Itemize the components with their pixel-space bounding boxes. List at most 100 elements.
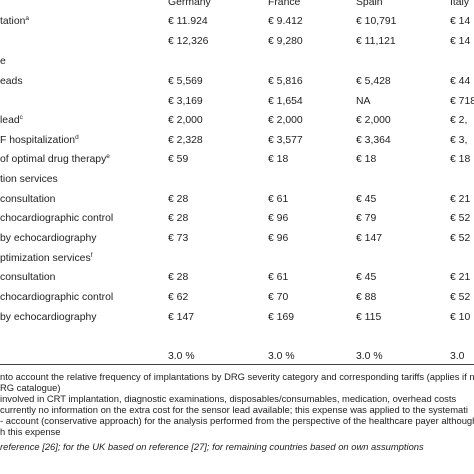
table-cell: € 3,364 <box>356 135 391 146</box>
table-row: € 3,169 € 1,654 NA € 718 <box>0 92 474 112</box>
table-cell: € 45 <box>356 272 377 283</box>
table-cell: € 61 <box>268 194 289 205</box>
table-cell: € 62 <box>168 292 189 303</box>
header-germany: Germany <box>168 0 211 8</box>
table-cell: € 28 <box>168 272 189 283</box>
row-label: tationa <box>0 15 30 27</box>
table-cell: € 96 <box>268 213 289 224</box>
table-cell: € 96 <box>268 233 289 244</box>
row-label: by echocardiography <box>0 233 97 244</box>
footnote-line: RG catalogue) <box>0 382 61 393</box>
table-cell: € 59 <box>168 154 189 165</box>
table-row: e <box>0 52 474 72</box>
table-cell: € 10,791 <box>356 16 397 27</box>
header-italy: Italy <box>450 0 470 8</box>
table-cell: € 147 <box>168 312 195 323</box>
table-cell: € 21 <box>450 272 471 283</box>
table-cell: € 5,816 <box>268 76 303 87</box>
table-cell: € 10 <box>450 312 471 323</box>
table-cell: € 70 <box>268 292 289 303</box>
table-row: chocardiographic control € 62 € 70 € 88 € 52 <box>0 288 474 308</box>
table-row: consultation € 28 € 61 € 45 € 21 <box>0 268 474 288</box>
table-cell: € 28 <box>168 194 189 205</box>
row-label: e <box>0 56 6 67</box>
table-cell: € 45 <box>356 194 377 205</box>
table-cell: 3.0 % <box>168 351 195 362</box>
table-cell: € 44 <box>450 76 471 87</box>
footnote-line: - account (conservative approach) for th… <box>0 415 474 426</box>
table-cell: € 52 <box>450 213 471 224</box>
table-cell: € 2, <box>450 115 468 126</box>
row-label: ptimization servicesf <box>0 252 93 264</box>
table-row: € 12,326 € 9,280 € 11,121 € 14 <box>0 32 474 52</box>
header-row: Germany France Spain Italy <box>0 0 474 13</box>
table-cell: € 18 <box>450 154 471 165</box>
table-cell: € 115 <box>356 312 382 323</box>
row-label: consultation <box>0 194 56 205</box>
table-row: leadc € 2,000 € 2,000 € 2,000 € 2, <box>0 111 474 131</box>
table-row: F hospitalizationd € 2,328 € 3,577 € 3,364 €… <box>0 131 474 151</box>
table-row: by echocardiography € 73 € 96 € 147 € 52 <box>0 229 474 249</box>
table-cell: € 14 <box>450 16 471 27</box>
table-cell: € 11.924 <box>168 16 208 27</box>
row-label: of optimal drug therapye <box>0 153 110 165</box>
row-label: chocardiographic control <box>0 292 114 303</box>
table-cell: € 11,121 <box>356 36 396 47</box>
table-cell: € 3,169 <box>168 96 203 107</box>
table-cell: € 718 <box>450 96 474 107</box>
table-cell: 3.0 % <box>356 351 383 362</box>
footnote-marker: c <box>19 114 23 121</box>
table-cell: € 18 <box>356 154 377 165</box>
footnote-marker: a <box>25 15 30 22</box>
table-row: tationa € 11.924 € 9.412 € 10,791 € 14 <box>0 12 474 32</box>
header-france: France <box>268 0 301 8</box>
footnote-line: reference [26]; for the UK based on refe… <box>0 441 424 452</box>
table-cell: € 147 <box>356 233 383 244</box>
table-cell: € 5,569 <box>168 76 203 87</box>
table-row: consultation € 28 € 61 € 45 € 21 <box>0 190 474 210</box>
row-label: leadc <box>0 114 23 126</box>
table-cell: NA <box>356 96 371 107</box>
footnote-marker: f <box>90 252 93 259</box>
table-cell: € 14 <box>450 36 471 47</box>
table-cell: 3.0 % <box>268 351 295 362</box>
table-cell: € 9.412 <box>268 16 303 27</box>
table-cell: € 2,328 <box>168 135 203 146</box>
table-bottom-rule <box>0 364 474 365</box>
table-cell: 3.0 <box>450 351 465 362</box>
table-row: tion services <box>0 170 474 190</box>
table-row: ptimization servicesf <box>0 249 474 269</box>
footnote-line: currently no information on the extra co… <box>0 404 468 415</box>
table-row: 3.0 % 3.0 % 3.0 % 3.0 <box>0 347 474 367</box>
table-cell: € 3,577 <box>268 135 303 146</box>
table-cell: € 52 <box>450 292 471 303</box>
table-cell: € 2,000 <box>168 115 203 126</box>
table-cell: € 2,000 <box>268 115 303 126</box>
table-cell: € 2,000 <box>356 115 391 126</box>
row-label: F hospitalizationd <box>0 134 79 146</box>
table-row: chocardiographic control € 28 € 96 € 79 € 52 <box>0 209 474 229</box>
table-cell: € 18 <box>268 154 289 165</box>
footnote-line: h this expense <box>0 426 61 437</box>
table-cell: € 79 <box>356 213 377 224</box>
table-row: of optimal drug therapye € 59 € 18 € 18 € 18 <box>0 150 474 170</box>
table-cell: € 5,428 <box>356 76 391 87</box>
footnote-marker: d <box>75 134 79 141</box>
row-label: tion services <box>0 174 58 185</box>
table-cell: € 52 <box>450 233 471 244</box>
table-cell: € 169 <box>268 312 295 323</box>
table-cell: € 1,654 <box>268 96 303 107</box>
table-cell: € 3, <box>450 135 468 146</box>
row-label: eads <box>0 76 23 87</box>
header-spain: Spain <box>356 0 383 8</box>
table-cell: € 12,326 <box>168 36 209 47</box>
table-cell: € 21 <box>450 194 471 205</box>
row-label: by echocardiography <box>0 312 97 323</box>
table-cell: € 28 <box>168 213 189 224</box>
table-cell: € 88 <box>356 292 377 303</box>
footnote-marker: e <box>106 153 110 160</box>
row-label: consultation <box>0 272 56 283</box>
table-cell: € 9,280 <box>268 36 303 47</box>
table-cell: € 73 <box>168 233 189 244</box>
